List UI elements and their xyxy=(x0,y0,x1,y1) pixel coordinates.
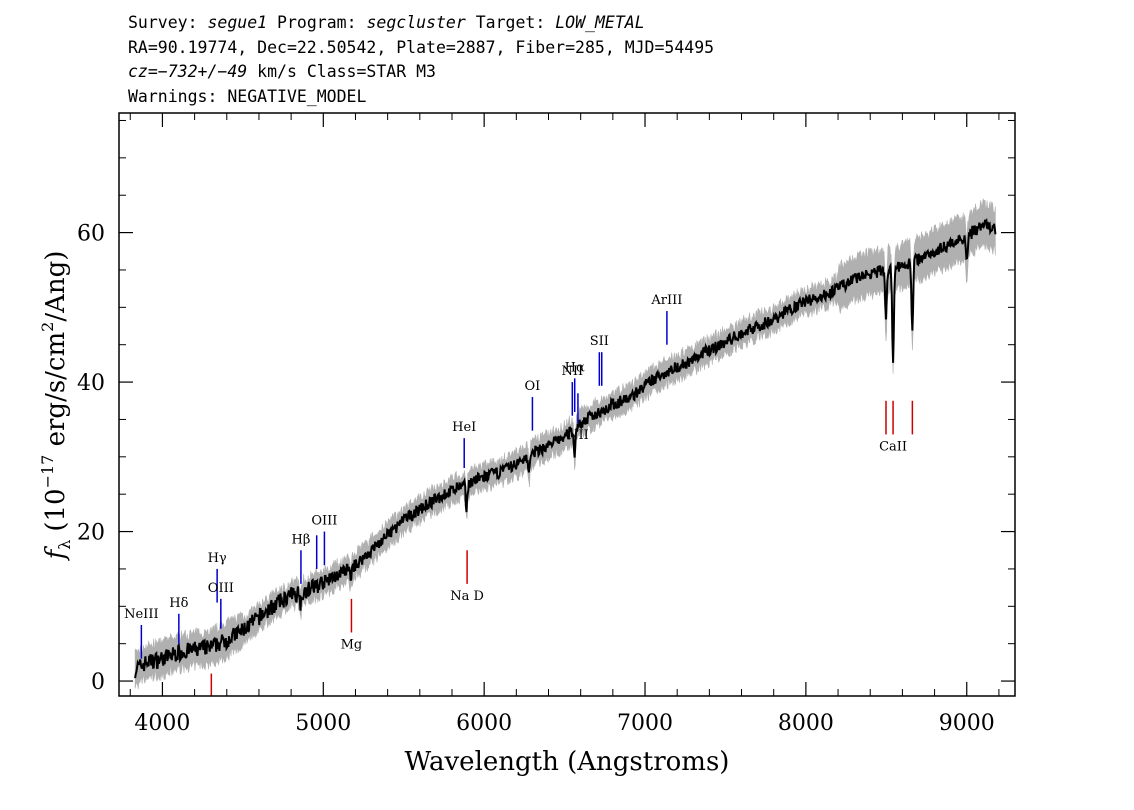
x-tick-label: 5000 xyxy=(295,711,351,736)
spectral-line-label: OI xyxy=(525,379,541,394)
y-tick-label: 60 xyxy=(77,222,105,247)
y-label-pre: (10 xyxy=(41,488,71,531)
axes: 4000 5000 6000 7000 8000 9000 0 20 40 60 xyxy=(77,113,1015,736)
survey-label: Survey: xyxy=(128,13,198,32)
x-tick-label: 4000 xyxy=(134,711,190,736)
cz-value: cz=−732+/−49 xyxy=(128,62,248,81)
spectral-line-label: Hα xyxy=(565,360,585,375)
program-value: segcluster xyxy=(366,13,466,32)
y-axis-label: fλ(10−17 erg/s/cm2/Ang) xyxy=(38,251,74,562)
spectral-line-label: Hβ xyxy=(292,532,311,547)
target-value: LOW_METAL xyxy=(555,13,645,32)
spectral-line-label: OIII xyxy=(208,581,234,596)
spectral-line-label: OIII xyxy=(311,514,337,529)
error-band-layer xyxy=(134,198,996,690)
y-tick-label: 40 xyxy=(77,371,105,396)
error-band xyxy=(134,198,996,690)
y-label-subscript: λ xyxy=(55,540,74,550)
spectrum-line xyxy=(134,217,997,679)
plot-frame xyxy=(118,112,1016,697)
y-label-end: /Ang) xyxy=(41,251,71,322)
svg-text:fλ(10−17 erg/s/cm2/Ang): fλ(10−17 erg/s/cm2/Ang) xyxy=(38,251,74,562)
spectral-line-label: NII xyxy=(567,428,589,443)
header-line-3: cz=−732+/−49 km/s Class=STAR M3 xyxy=(128,61,436,83)
x-tick-label: 6000 xyxy=(456,711,512,736)
x-tick-label: 8000 xyxy=(778,711,834,736)
spectral-line-label: Mg xyxy=(341,637,363,652)
y-tick-label: 20 xyxy=(77,521,105,546)
spectral-line-label: Hγ xyxy=(208,551,227,566)
class-info: km/s Class=STAR M3 xyxy=(257,62,436,81)
x-tick-label: 7000 xyxy=(617,711,673,736)
spectral-line-label: Na D xyxy=(450,589,484,604)
y-tick-label: 0 xyxy=(91,670,105,695)
spectral-line-label: NII xyxy=(561,364,583,379)
spectral-line-label: HeI xyxy=(452,420,476,435)
spectral-line-label: SII xyxy=(590,334,609,349)
header-line-4: Warnings: NEGATIVE_MODEL xyxy=(128,87,367,106)
line-annotations: NeIIIHδHγOIIIHβOIIIHeIOINIIHαNIISIIArIII… xyxy=(124,293,914,696)
x-tick-label: 9000 xyxy=(939,711,995,736)
spectral-line-label: Hδ xyxy=(169,596,188,611)
x-axis-label: Wavelength (Angstroms) xyxy=(405,747,730,777)
spectral-line-label: CaII xyxy=(879,439,907,454)
y-label-exp: −17 xyxy=(38,455,57,489)
spectrum-layer xyxy=(134,217,997,679)
header-line-2: RA=90.19774, Dec=22.50542, Plate=2887, F… xyxy=(128,38,715,57)
target-label: Target: xyxy=(475,13,546,32)
y-label-post: erg/s/cm xyxy=(41,332,71,455)
spectral-line-label: NeIII xyxy=(124,607,158,622)
header-line-1: Survey: segue1 Program: segcluster Targe… xyxy=(128,12,645,34)
program-label: Program: xyxy=(277,13,357,32)
y-label-exp2: 2 xyxy=(38,322,57,332)
survey-value: segue1 xyxy=(207,13,268,32)
spectral-line-label: ArIII xyxy=(650,293,682,308)
